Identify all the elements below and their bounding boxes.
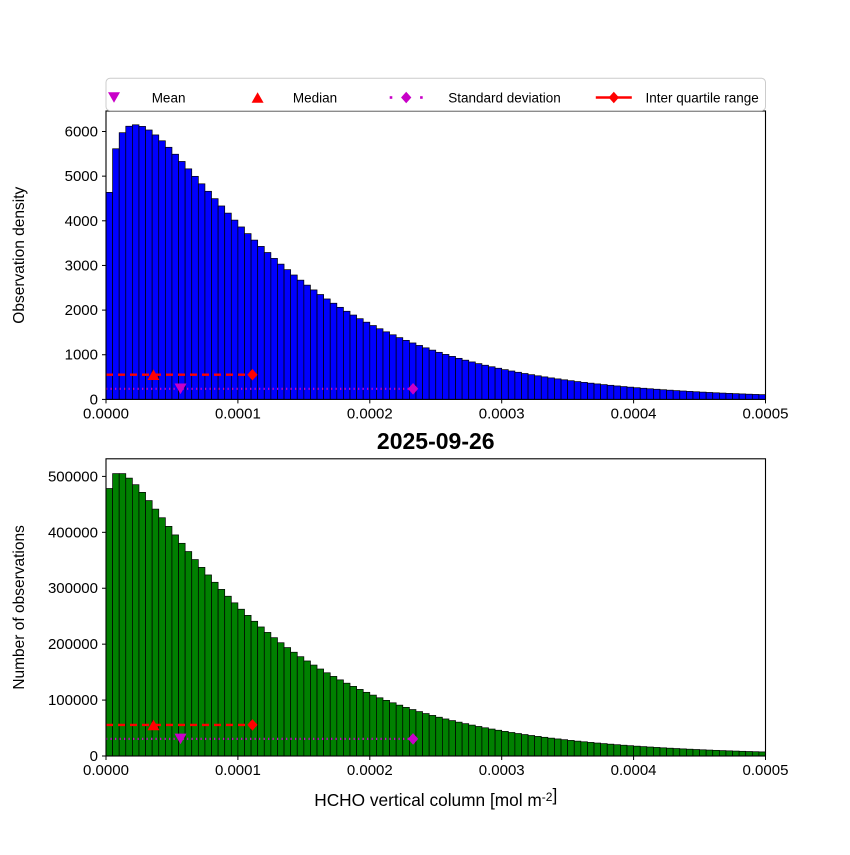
svg-text:4000: 4000 bbox=[65, 213, 98, 230]
svg-text:0.0004: 0.0004 bbox=[611, 762, 657, 779]
svg-text:200000: 200000 bbox=[48, 636, 98, 653]
svg-text:Standard deviation: Standard deviation bbox=[448, 91, 561, 106]
svg-text:0.0004: 0.0004 bbox=[611, 405, 657, 422]
svg-text:0.0000: 0.0000 bbox=[83, 762, 129, 779]
svg-text:5000: 5000 bbox=[65, 168, 98, 185]
svg-text:300000: 300000 bbox=[48, 580, 98, 597]
svg-text:0.0002: 0.0002 bbox=[347, 762, 393, 779]
svg-text:3000: 3000 bbox=[65, 257, 98, 274]
svg-text:0.0001: 0.0001 bbox=[215, 405, 261, 422]
svg-text:2025-09-26: 2025-09-26 bbox=[377, 428, 495, 454]
svg-text:6000: 6000 bbox=[65, 123, 98, 140]
svg-text:0.0003: 0.0003 bbox=[479, 405, 525, 422]
svg-text:Mean: Mean bbox=[152, 91, 186, 106]
svg-text:0.0002: 0.0002 bbox=[347, 405, 393, 422]
svg-text:0.0001: 0.0001 bbox=[215, 762, 261, 779]
svg-text:500000: 500000 bbox=[48, 468, 98, 485]
svg-text:1000: 1000 bbox=[65, 347, 98, 364]
svg-text:0.0003: 0.0003 bbox=[479, 762, 525, 779]
svg-text:0.0005: 0.0005 bbox=[743, 405, 789, 422]
svg-text:0.0005: 0.0005 bbox=[743, 762, 789, 779]
svg-text:Inter quartile range: Inter quartile range bbox=[646, 91, 759, 106]
svg-text:Number of observations: Number of observations bbox=[11, 525, 28, 690]
svg-text:2000: 2000 bbox=[65, 302, 98, 319]
svg-text:100000: 100000 bbox=[48, 692, 98, 709]
svg-text:Median: Median bbox=[293, 91, 337, 106]
svg-text:400000: 400000 bbox=[48, 524, 98, 541]
svg-text:0.0000: 0.0000 bbox=[83, 405, 129, 422]
svg-text:Observation density: Observation density bbox=[11, 186, 28, 323]
